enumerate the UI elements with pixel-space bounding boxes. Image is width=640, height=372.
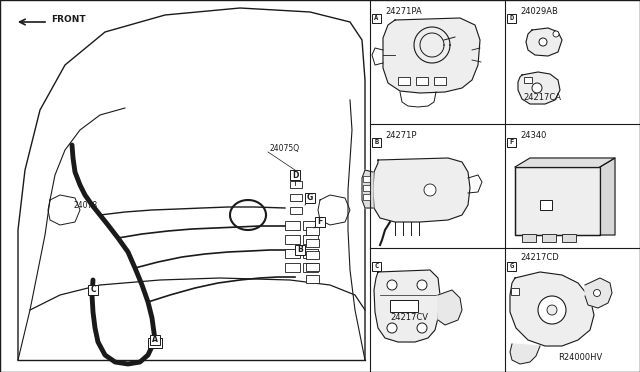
Bar	[303, 235, 318, 244]
Bar	[515, 167, 600, 235]
Bar	[363, 194, 370, 200]
Circle shape	[539, 38, 547, 46]
Bar	[540, 200, 552, 210]
Bar	[306, 275, 319, 283]
Text: C: C	[90, 285, 96, 295]
Bar	[306, 239, 319, 247]
Bar	[290, 181, 302, 188]
Text: D: D	[509, 16, 514, 22]
Bar	[290, 170, 300, 180]
Polygon shape	[374, 270, 440, 342]
Bar	[507, 262, 516, 271]
Bar	[515, 167, 600, 235]
Text: C: C	[374, 263, 379, 269]
Circle shape	[593, 289, 600, 296]
Bar	[507, 138, 516, 147]
Bar	[372, 14, 381, 23]
Text: 24217CV: 24217CV	[390, 314, 428, 323]
Polygon shape	[383, 18, 480, 93]
Bar	[306, 227, 319, 235]
Bar	[295, 245, 305, 255]
Bar	[416, 77, 428, 85]
Circle shape	[538, 296, 566, 324]
Polygon shape	[438, 290, 462, 325]
Text: A: A	[374, 16, 379, 22]
Polygon shape	[362, 170, 373, 208]
Text: 24029AB: 24029AB	[520, 6, 558, 16]
Bar	[398, 77, 410, 85]
Bar	[363, 176, 370, 182]
Polygon shape	[600, 158, 615, 235]
Text: 24217CA: 24217CA	[523, 93, 561, 103]
Polygon shape	[585, 278, 612, 308]
Bar	[363, 185, 370, 191]
Bar	[390, 300, 418, 312]
Bar	[372, 138, 381, 147]
Bar	[303, 249, 318, 258]
Bar	[150, 335, 160, 345]
Bar	[290, 194, 302, 201]
Bar	[285, 235, 300, 244]
Text: B: B	[374, 140, 379, 145]
Polygon shape	[510, 272, 594, 346]
Text: R24000HV: R24000HV	[558, 353, 602, 362]
Circle shape	[532, 83, 542, 93]
Bar	[434, 77, 446, 85]
Bar	[285, 221, 300, 230]
Bar	[88, 285, 98, 295]
Text: G: G	[509, 263, 514, 269]
Bar	[306, 263, 319, 271]
Circle shape	[387, 280, 397, 290]
Bar	[372, 262, 381, 271]
Text: F: F	[509, 140, 514, 145]
Circle shape	[417, 280, 427, 290]
Text: A: A	[152, 336, 158, 344]
Text: 24271PA: 24271PA	[385, 6, 422, 16]
Text: D: D	[292, 170, 298, 180]
Polygon shape	[518, 72, 560, 104]
Circle shape	[553, 31, 559, 37]
Bar	[542, 234, 556, 242]
Bar	[524, 77, 532, 83]
Bar	[507, 14, 516, 23]
Bar	[315, 217, 325, 227]
Bar	[511, 288, 519, 295]
Circle shape	[387, 323, 397, 333]
Polygon shape	[373, 158, 470, 222]
Bar	[306, 251, 319, 259]
Text: 24271P: 24271P	[385, 131, 417, 140]
Text: F: F	[317, 218, 323, 227]
Bar	[562, 234, 576, 242]
Text: 24217CD: 24217CD	[520, 253, 559, 263]
Text: 24340: 24340	[520, 131, 547, 140]
Bar	[303, 263, 318, 272]
Text: FRONT: FRONT	[51, 15, 86, 23]
Bar	[303, 221, 318, 230]
Bar	[290, 207, 302, 214]
Polygon shape	[510, 344, 540, 364]
Bar	[285, 249, 300, 258]
Bar	[522, 234, 536, 242]
Circle shape	[547, 305, 557, 315]
Bar	[305, 193, 315, 203]
Circle shape	[417, 323, 427, 333]
Text: G: G	[307, 193, 313, 202]
Circle shape	[424, 184, 436, 196]
Text: B: B	[297, 246, 303, 254]
Polygon shape	[515, 158, 615, 167]
Text: 24075Q: 24075Q	[270, 144, 300, 153]
Bar	[285, 263, 300, 272]
Text: 24078: 24078	[74, 201, 98, 209]
Polygon shape	[526, 28, 562, 56]
Bar	[148, 338, 162, 348]
